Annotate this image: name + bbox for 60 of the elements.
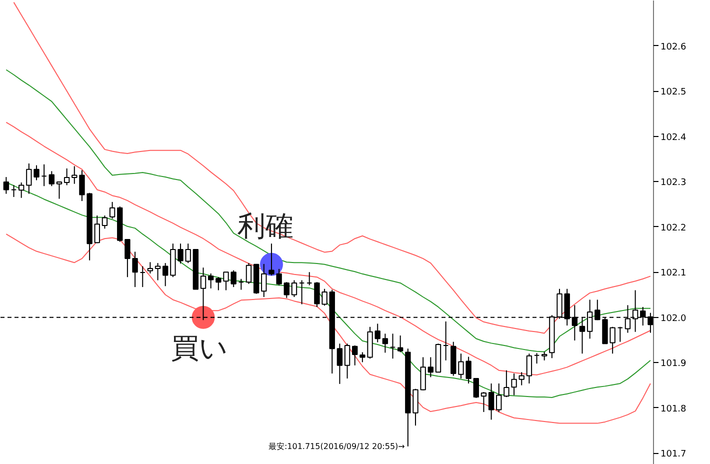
candlestick	[504, 370, 510, 398]
candlestick	[102, 215, 108, 230]
y-tick-label: 102.2	[660, 223, 686, 234]
candlestick	[48, 170, 55, 187]
y-tick-label: 101.9	[660, 359, 687, 370]
y-tick-label: 102.0	[660, 314, 687, 324]
candlestick	[268, 243, 274, 276]
candlestick	[276, 268, 282, 286]
candlestick	[261, 263, 267, 298]
candlestick	[352, 344, 358, 366]
candlestick	[496, 382, 502, 412]
candlestick	[154, 262, 161, 281]
candlestick	[534, 352, 540, 364]
candlestick	[238, 278, 244, 290]
candlestick	[64, 168, 70, 186]
candlestick	[617, 326, 623, 342]
y-tick-label: 101.7	[660, 450, 686, 460]
candlestick	[10, 184, 17, 198]
candlestick	[208, 272, 214, 289]
candlestick	[390, 333, 396, 360]
candlestick	[480, 392, 487, 412]
candlestick	[94, 215, 100, 244]
series-label: 買い	[170, 331, 228, 364]
candlestick	[344, 343, 350, 379]
line-series	[13, 2, 651, 334]
line-series	[6, 122, 651, 376]
candlestick	[41, 164, 47, 187]
candlestick	[511, 373, 517, 396]
y-tick-label: 102.3	[660, 178, 686, 188]
candlestick	[298, 280, 305, 305]
candlestick	[306, 272, 312, 286]
candlestick	[518, 372, 524, 386]
candlestick	[291, 280, 298, 298]
y-tick-label: 102.6	[660, 42, 687, 52]
candlestick	[185, 243, 191, 264]
candlestick	[124, 239, 130, 278]
candlestick	[246, 262, 252, 284]
y-tick-label: 102.1	[660, 268, 686, 279]
candlestick	[284, 282, 290, 298]
candlestick	[488, 382, 494, 420]
candlestick	[140, 266, 146, 288]
series-label: 利確	[237, 209, 294, 242]
candlestick	[3, 176, 10, 194]
candlestick	[147, 262, 154, 274]
candlestick	[397, 334, 404, 353]
candlestick	[473, 378, 479, 398]
candlestick	[109, 201, 116, 220]
y-tick-label: 102.5	[660, 88, 686, 98]
candlestick	[336, 343, 343, 384]
candlestick	[526, 353, 532, 384]
candlestick	[428, 356, 434, 378]
candlestick	[56, 182, 62, 200]
candlestick	[132, 251, 138, 288]
candlestick	[18, 182, 24, 198]
annotation: 最安:101.715(2016/09/12 20:55)→	[268, 442, 406, 451]
candlestick	[162, 262, 168, 287]
y-tick-label: 102.4	[660, 132, 687, 143]
y-tick-label: 101.8	[660, 404, 687, 414]
candlestick	[382, 333, 388, 354]
candlestick	[442, 320, 449, 361]
